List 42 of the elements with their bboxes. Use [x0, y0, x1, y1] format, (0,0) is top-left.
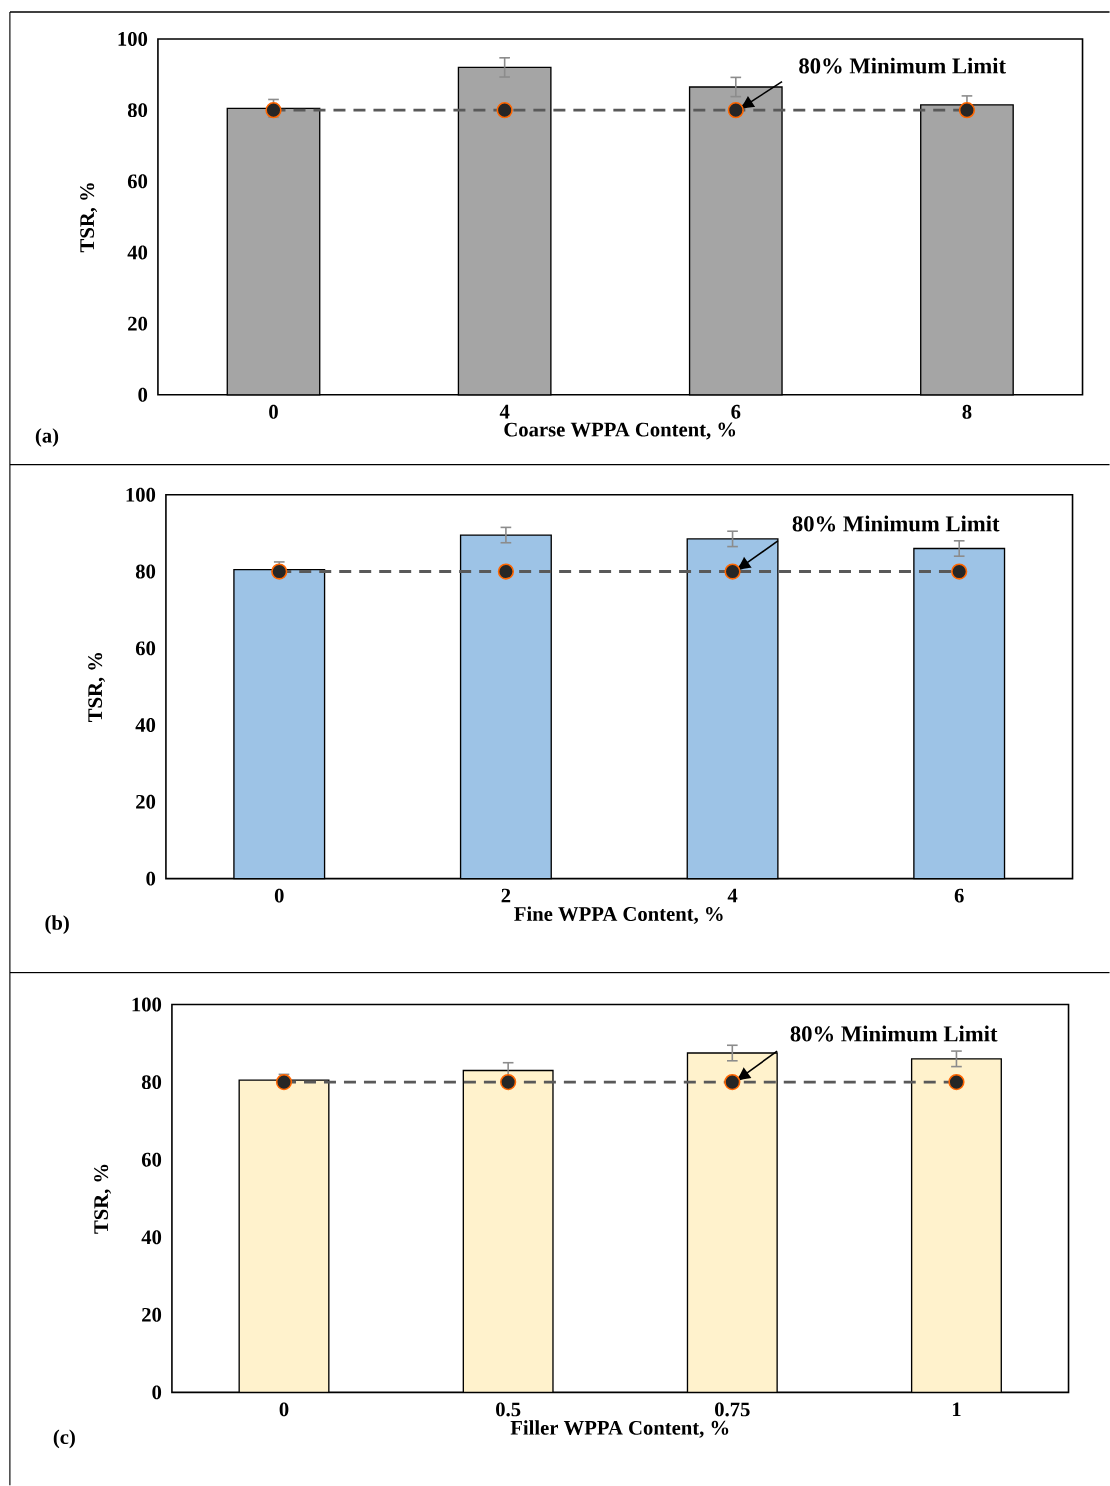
x-tick-label: 8 [962, 404, 972, 419]
x-axis-title: Coarse WPPA Content, % [504, 422, 736, 440]
text: (b) [45, 915, 69, 935]
x-axis-title: Fine WPPA Content, % [514, 906, 723, 924]
annotation: 80% Minimum Limit [790, 1025, 998, 1042]
annotation: 80% Minimum Limit [799, 57, 1006, 74]
y-tick-label: 20 [128, 316, 148, 331]
x-tick-label: 6 [954, 888, 964, 903]
y-tick-label: 60 [141, 1152, 162, 1167]
x-axis-title: Filler WPPA Content, % [510, 1420, 729, 1438]
y-tick-label: 0 [146, 871, 156, 886]
x-tick-label: 0 [274, 888, 284, 903]
y-tick-label: 100 [126, 487, 156, 502]
y-tick-label: 80 [141, 1075, 162, 1090]
x-tick-label: 0 [269, 404, 278, 419]
y-tick-label: 20 [136, 794, 156, 809]
y-tick-label: 100 [118, 32, 148, 46]
y-tick-label: 0 [138, 387, 148, 402]
y-tick-label: 0 [152, 1385, 162, 1400]
y-tick-label: 60 [135, 641, 156, 656]
x-tick-label: 0.75 [714, 1402, 750, 1417]
x-tick-label: 0 [279, 1402, 289, 1417]
y-tick-label: 20 [142, 1307, 162, 1322]
y-tick-label: 40 [135, 718, 156, 733]
x-tick-label: 0.5 [495, 1402, 521, 1417]
y-axis-title: TSR, % [88, 653, 106, 722]
x-tick-label: 6 [731, 404, 741, 419]
annotation: 80% Minimum Limit [792, 515, 1000, 532]
y-tick-label: 80 [135, 564, 156, 579]
y-tick-label: 40 [127, 245, 148, 260]
y-tick-label: 80 [127, 103, 148, 118]
y-tick-label: 100 [132, 997, 162, 1012]
text: (c) [53, 1429, 75, 1449]
y-axis-title: TSR, % [94, 1164, 112, 1234]
text: (a) [35, 428, 59, 447]
x-tick-label: 4 [499, 404, 510, 419]
x-tick-label: 4 [727, 888, 738, 903]
y-tick-label: 60 [127, 174, 148, 189]
x-tick-label: 1 [952, 1402, 961, 1417]
x-tick-label: 2 [501, 888, 511, 903]
y-axis-title: TSR, % [80, 183, 98, 253]
y-tick-label: 40 [141, 1230, 162, 1245]
